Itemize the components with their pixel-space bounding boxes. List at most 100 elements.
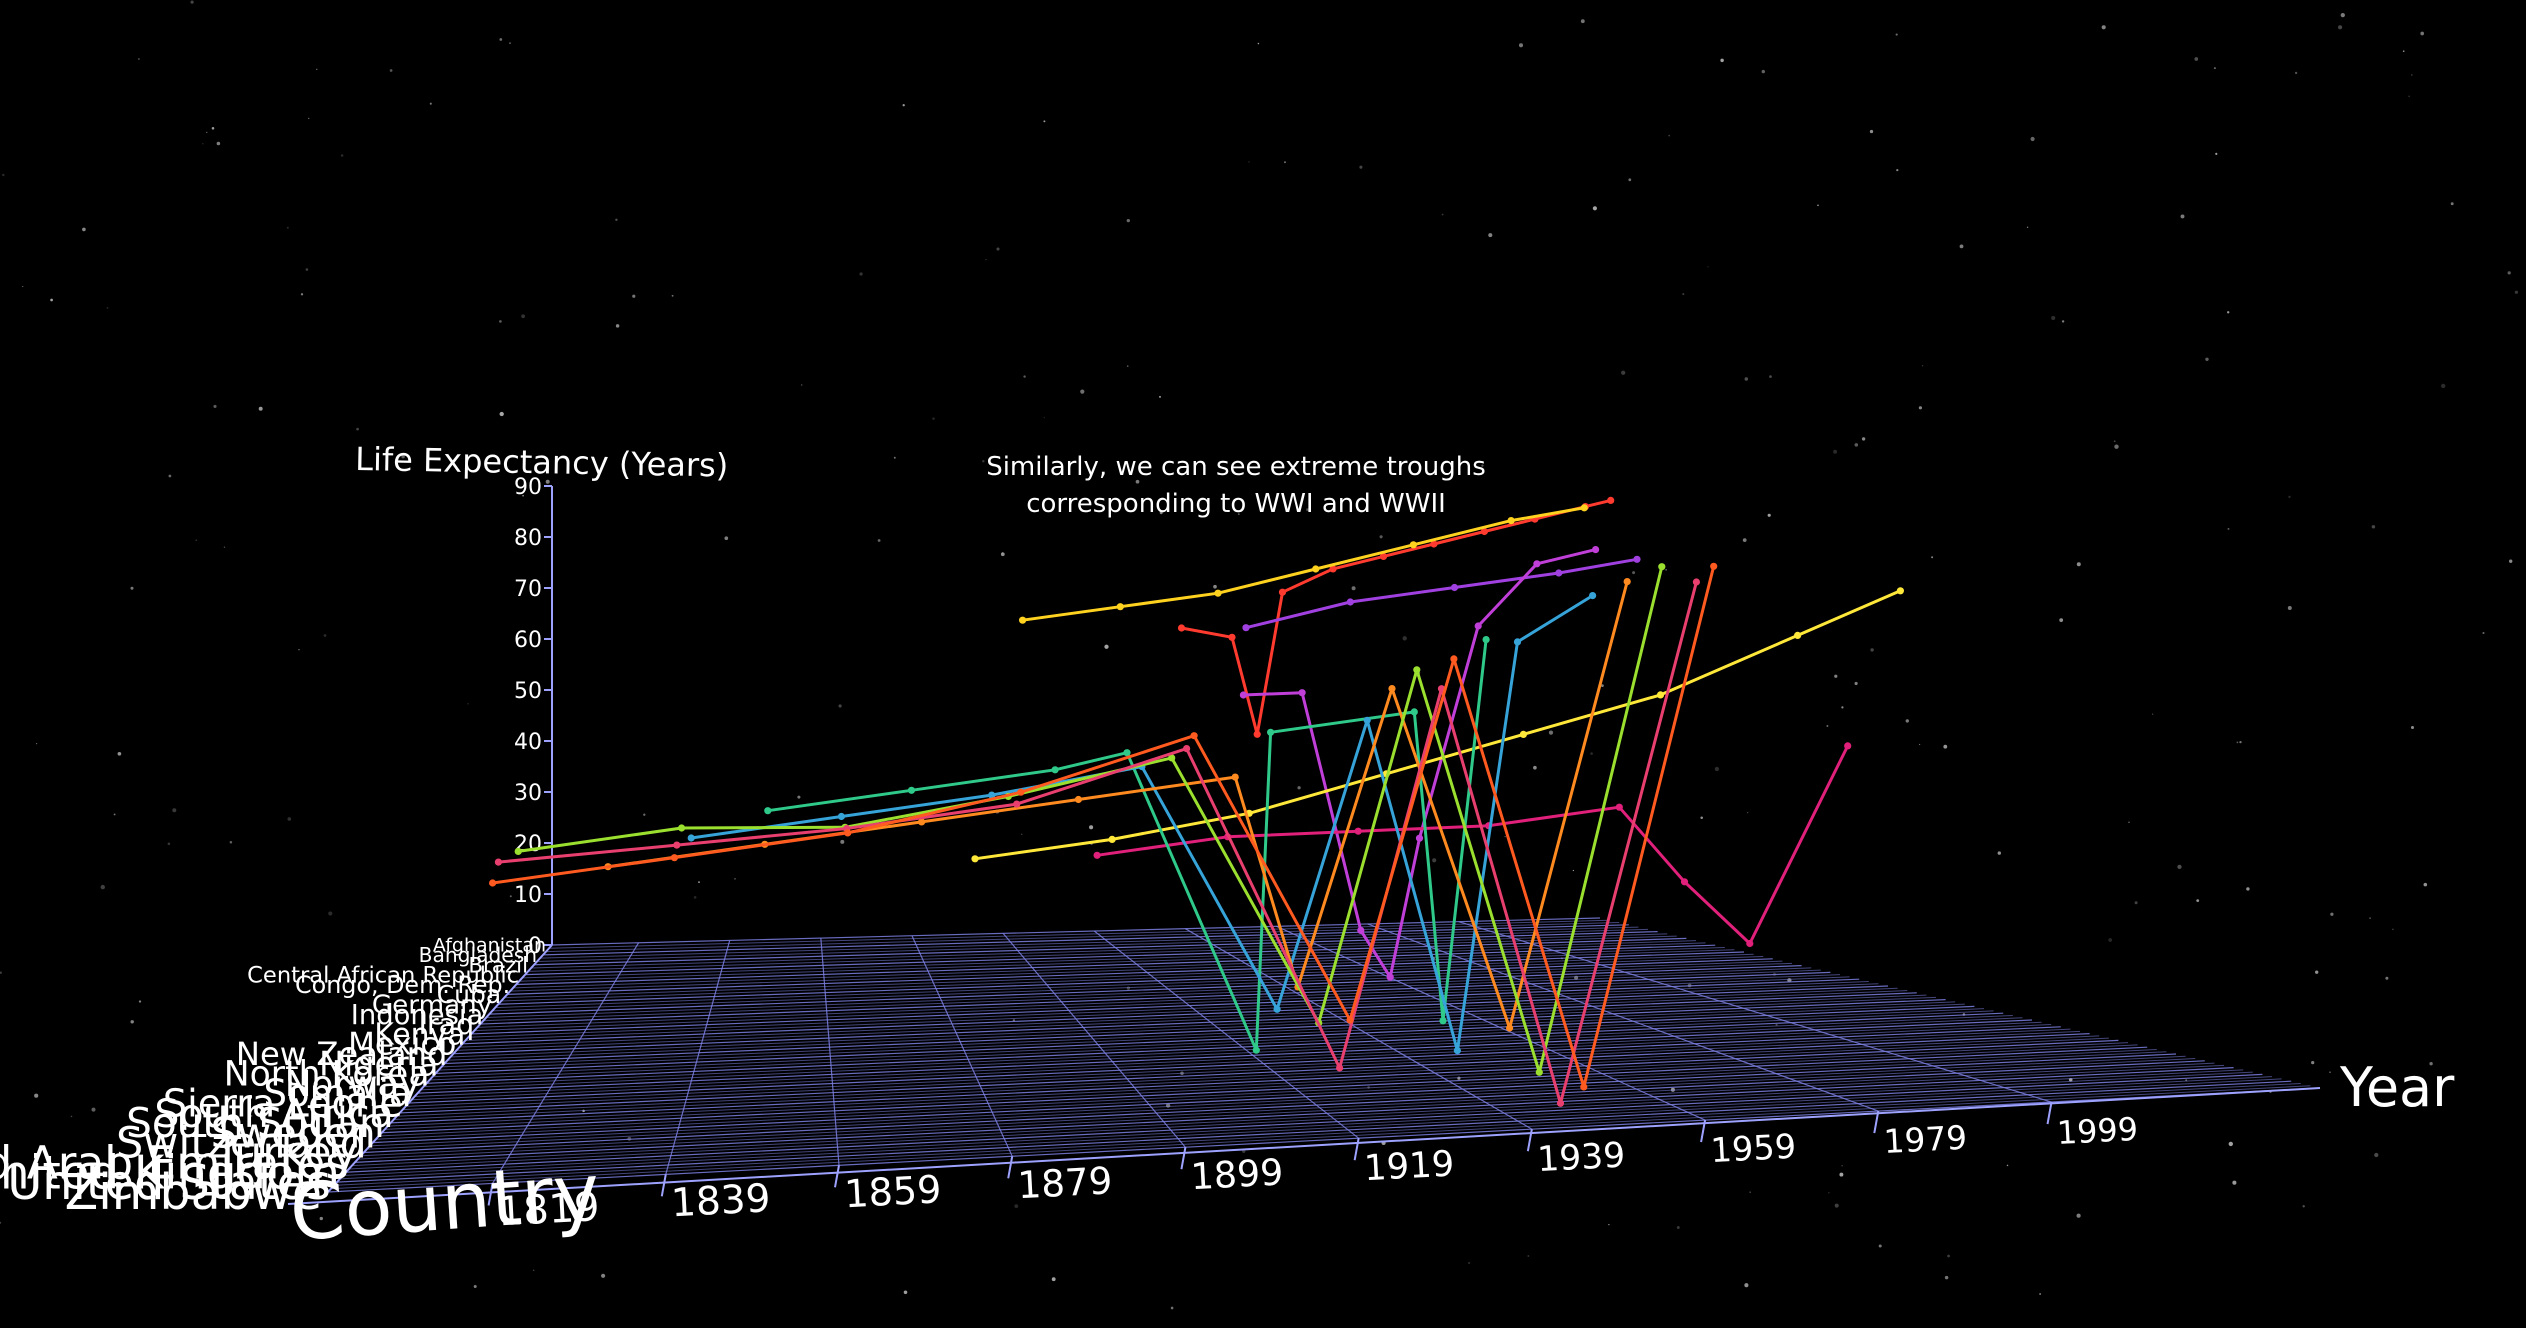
data-point: [1363, 716, 1371, 724]
y-axis-line: [327, 944, 553, 1193]
star: [300, 293, 304, 296]
data-point: [1108, 835, 1116, 844]
star: [1126, 986, 1131, 990]
star: [1572, 869, 1575, 872]
star: [1700, 816, 1703, 819]
grid-line-country: [381, 1046, 2148, 1134]
data-point: [1533, 560, 1541, 568]
star: [2411, 74, 2413, 76]
grid-line-minor: [510, 949, 1735, 992]
star: [113, 813, 116, 816]
data-point: [1093, 851, 1101, 859]
grid-line-minor: [348, 1071, 2253, 1170]
data-point: [1555, 569, 1563, 577]
star: [2227, 311, 2230, 314]
star: [2507, 271, 2511, 275]
star: [1918, 406, 1922, 410]
star: [838, 704, 842, 708]
data-point: [1074, 795, 1082, 804]
data-point: [1656, 691, 1665, 699]
y-tick-label: United Kingdom: [0, 1146, 340, 1200]
star: [1159, 511, 1163, 515]
data-point: [673, 841, 681, 849]
data-point: [687, 834, 695, 842]
y-tick-label: Cuba: [437, 980, 502, 1009]
data-point: [1278, 588, 1287, 596]
star: [298, 649, 300, 651]
grid-line-minor: [393, 1037, 2109, 1121]
y-tick-label: Germany: [372, 990, 492, 1020]
grid-line-minor: [438, 1003, 1965, 1071]
star: [2315, 970, 2319, 974]
z-tick-label: 40: [514, 730, 542, 755]
x-tick-mark: [1353, 1138, 1360, 1161]
star: [1632, 571, 1636, 575]
x-tick-label: 1939: [1536, 1136, 1626, 1181]
y-tick-label: Sierra Leone: [163, 1082, 403, 1126]
y-tick-label: Turkey: [213, 1128, 358, 1179]
star: [1170, 1306, 1174, 1310]
x-tick-mark: [1526, 1128, 1533, 1152]
star: [36, 743, 38, 745]
star: [1714, 766, 1719, 772]
grid-line-minor: [459, 987, 1898, 1048]
star: [2039, 1293, 2041, 1295]
star: [2026, 226, 2029, 228]
star: [2482, 631, 2485, 635]
y-tick-label: Brazil: [468, 953, 528, 978]
series-11: [494, 578, 1700, 1107]
star: [319, 1216, 323, 1221]
star: [0, 971, 2, 974]
star: [22, 285, 24, 288]
star: [1834, 1203, 1839, 1208]
star: [100, 884, 105, 890]
star: [229, 840, 233, 844]
data-point: [1267, 728, 1275, 736]
data-point: [1017, 788, 1025, 796]
star: [1896, 168, 1899, 172]
grid-line-minor: [540, 926, 1639, 959]
star: [2294, 71, 2298, 75]
grid-line-country: [408, 1026, 2061, 1104]
series-7: [764, 636, 1490, 1054]
series-layer: [489, 496, 1904, 1107]
data-point: [988, 791, 996, 799]
star: [1481, 464, 1484, 467]
grid-line-minor: [375, 1051, 2167, 1140]
star: [117, 751, 122, 756]
star: [223, 546, 226, 548]
star: [1682, 293, 1685, 296]
star: [172, 808, 177, 813]
grid-line-minor: [423, 1014, 2013, 1088]
grid-line-minor: [456, 990, 1908, 1051]
star: [1854, 443, 1859, 447]
y-tick-label: Bangladesh: [419, 943, 537, 967]
star: [1021, 833, 1023, 835]
y-tick-label: Sweden: [211, 1108, 376, 1157]
grid-line-country: [543, 924, 1629, 956]
grid-line-minor: [546, 922, 1620, 953]
z-tick-label: 60: [514, 628, 542, 653]
star: [2051, 315, 2056, 321]
star: [1931, 556, 1934, 559]
data-point: [1346, 1016, 1354, 1024]
grid-line-minor: [414, 1021, 2042, 1097]
star: [1051, 1277, 1056, 1282]
star: [1718, 1144, 1721, 1147]
star: [2287, 606, 2292, 610]
star: [2371, 525, 2376, 529]
star: [1297, 786, 1301, 790]
star: [1080, 389, 1085, 394]
star: [1359, 165, 1363, 169]
star: [2329, 1071, 2331, 1073]
star: [1769, 375, 1772, 378]
star: [1351, 586, 1356, 591]
grid-line-minor: [441, 1001, 1956, 1068]
star: [2213, 67, 2216, 70]
star: [2180, 214, 2185, 219]
star: [1533, 765, 1537, 770]
star: [429, 102, 432, 105]
grid-line-minor: [501, 956, 1764, 1002]
star: [1869, 129, 1874, 134]
star: [734, 878, 736, 880]
